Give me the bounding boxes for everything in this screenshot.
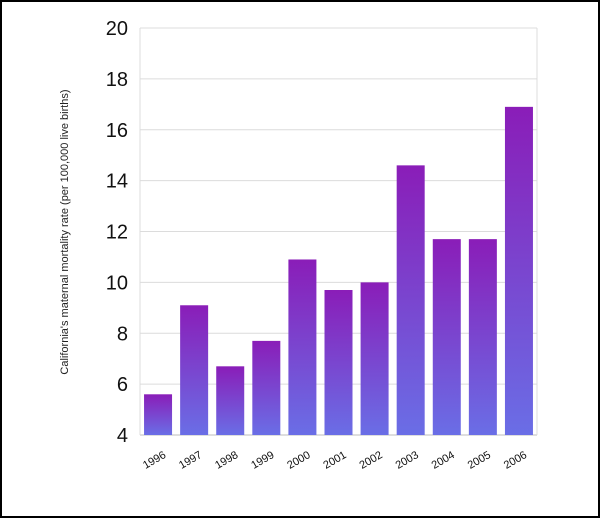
y-tick-label: 20 [106, 18, 128, 40]
bar-2000 [288, 259, 317, 435]
x-tick-label: 2001 [321, 449, 348, 472]
x-tick-label: 2000 [285, 449, 312, 472]
bar-2006 [504, 106, 533, 435]
x-tick-label: 2003 [394, 449, 421, 472]
x-tick-label: 2005 [466, 449, 493, 472]
y-tick-label: 8 [117, 323, 128, 345]
x-tick-label: 2002 [357, 449, 384, 472]
bar-2005 [468, 239, 497, 435]
x-tick-label: 1997 [177, 449, 204, 472]
bar-1998 [216, 366, 245, 435]
x-tick-label: 2004 [430, 449, 457, 472]
y-tick-label: 12 [106, 222, 128, 244]
bar-2004 [432, 239, 461, 435]
x-tick-label: 1996 [141, 449, 168, 472]
x-tick-label: 2006 [502, 449, 529, 472]
y-tick-label: 10 [106, 272, 128, 294]
x-axis-ticks: 1996 1997 1998 1999 2000 2001 2002 2003 2004 2005… [141, 449, 529, 472]
y-tick-label: 16 [106, 120, 128, 142]
bar-2002 [360, 282, 389, 435]
y-tick-label: 18 [106, 69, 128, 91]
y-tick-label: 14 [106, 171, 128, 193]
bar-1997 [180, 305, 209, 435]
bar-2003 [396, 165, 425, 436]
y-tick-label: 6 [117, 374, 128, 396]
x-tick-label: 1998 [213, 449, 240, 472]
y-tick-label: 4 [117, 425, 128, 447]
x-tick-label: 1999 [249, 449, 276, 472]
bar-2001 [324, 290, 353, 435]
bars [144, 106, 533, 436]
bar-1996 [144, 394, 173, 435]
bar-1999 [252, 340, 281, 435]
y-axis-ticks: 4 6 8 10 12 14 16 18 20 [106, 18, 128, 447]
y-axis-label: California's maternal mortality rate (pe… [59, 89, 71, 374]
